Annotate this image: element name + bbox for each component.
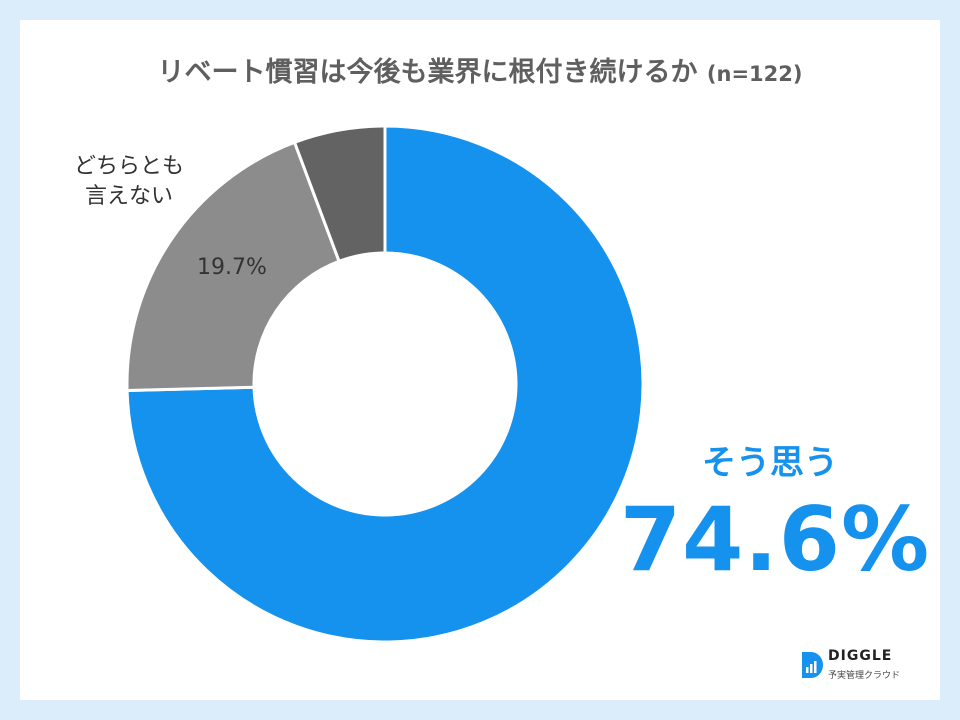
slice-label-neutral: どちらとも 言えない	[54, 152, 204, 212]
donut-slice-1	[125, 124, 645, 644]
diggle-logo-icon	[802, 652, 823, 678]
chart-title: リベート慣習は今後も業界に根付き続けるか (n=122)	[0, 50, 960, 89]
donut-slice-2	[125, 140, 342, 393]
sample-size: (n=122)	[706, 62, 803, 86]
slice-label-yes: そう思う	[702, 443, 838, 483]
slice-value-neutral: 19.7%	[197, 255, 267, 280]
logo-name: DIGGLE	[828, 648, 893, 664]
donut-slice-3	[292, 124, 387, 264]
brand-logo: DIGGLE 予実管理クラウド	[800, 648, 940, 690]
logo-tagline: 予実管理クラウド	[828, 671, 901, 681]
slice-value-yes: 74.6%	[619, 488, 931, 591]
slice-label-neutral-line2: 言えない	[84, 184, 173, 209]
chart-title-main: リベート慣習は今後も業界に根付き続けるか	[157, 57, 698, 88]
slice-label-neutral-line1: どちらとも	[73, 154, 184, 179]
